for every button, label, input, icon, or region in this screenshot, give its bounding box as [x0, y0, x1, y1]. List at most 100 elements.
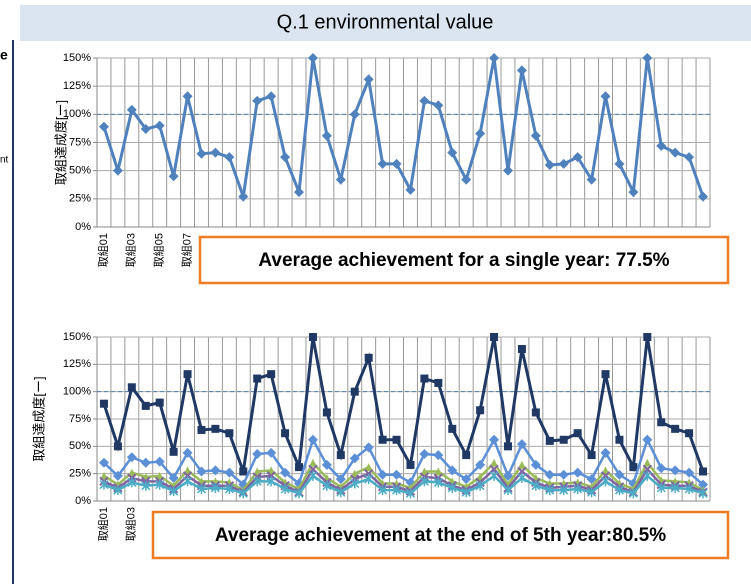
marker [113, 485, 123, 496]
y-tick-label: 100% [63, 386, 91, 398]
marker [489, 434, 500, 445]
marker [461, 474, 472, 485]
marker [406, 460, 415, 469]
marker [238, 488, 248, 499]
marker [614, 158, 625, 169]
y-tick-label: 25% [69, 193, 91, 205]
marker [490, 458, 499, 467]
marker [155, 471, 164, 480]
y-axis-label: 取組達成度[ー] [53, 100, 68, 185]
marker [699, 467, 708, 476]
annotation-box [198, 235, 730, 285]
marker [211, 424, 220, 433]
marker [113, 442, 122, 451]
marker [169, 447, 178, 456]
marker [392, 435, 401, 444]
marker [308, 470, 318, 481]
marker [225, 429, 234, 438]
marker [600, 91, 611, 102]
marker [267, 370, 276, 379]
marker [447, 482, 457, 493]
marker [614, 485, 624, 496]
marker [433, 100, 444, 111]
annotation: Average achievement at the end of 5th ye… [215, 525, 666, 546]
marker [517, 473, 527, 484]
marker [559, 485, 569, 496]
marker [308, 458, 317, 467]
marker [336, 451, 345, 460]
marker [628, 488, 638, 499]
marker [224, 467, 235, 478]
marker [349, 453, 360, 464]
marker [294, 488, 304, 499]
marker [267, 466, 276, 475]
marker [671, 424, 680, 433]
marker [183, 370, 192, 379]
marker [587, 487, 597, 498]
marker [503, 485, 513, 496]
marker [154, 120, 165, 131]
marker [419, 448, 430, 459]
marker [447, 147, 458, 158]
marker [335, 174, 346, 185]
marker [140, 457, 151, 468]
marker [601, 466, 610, 475]
edge-fragment: e [0, 47, 8, 63]
marker [169, 486, 179, 497]
title-bar [20, 5, 751, 41]
marker [600, 447, 611, 458]
marker [656, 140, 667, 151]
x-tick-label: 取組05 [153, 233, 166, 267]
marker [544, 160, 555, 171]
marker [475, 480, 485, 491]
marker [614, 469, 625, 480]
marker [196, 466, 207, 477]
marker [168, 171, 179, 182]
marker [141, 480, 151, 491]
marker [558, 469, 569, 480]
marker [252, 448, 263, 459]
marker [321, 459, 332, 470]
marker [377, 158, 388, 169]
marker [307, 53, 318, 63]
marker [322, 480, 332, 491]
marker [182, 91, 193, 102]
marker [112, 165, 123, 176]
y-tick-label: 25% [69, 468, 91, 480]
marker [684, 483, 694, 494]
marker [447, 465, 458, 476]
marker [253, 374, 262, 383]
marker [517, 460, 526, 469]
y-tick-label: 100% [63, 108, 91, 120]
marker [586, 474, 597, 485]
marker [252, 476, 262, 487]
annotation: Average achievement for a single year: 7… [258, 250, 669, 271]
marker [656, 463, 667, 474]
y-tick-label: 125% [63, 358, 91, 370]
marker [544, 469, 555, 480]
marker [657, 418, 666, 427]
marker [154, 456, 165, 467]
marker [462, 451, 471, 460]
marker [642, 470, 652, 481]
marker [266, 91, 277, 102]
marker [642, 434, 653, 445]
marker [656, 482, 666, 493]
marker [516, 439, 527, 450]
marker [684, 152, 695, 163]
marker [308, 464, 318, 475]
y-tick-label: 0% [75, 221, 91, 233]
marker [224, 152, 235, 163]
marker [434, 378, 443, 387]
marker [321, 130, 332, 141]
marker [349, 109, 360, 120]
marker [239, 467, 248, 476]
marker [127, 477, 137, 488]
y-tick-label: 150% [63, 331, 91, 343]
marker [545, 436, 554, 445]
marker [502, 165, 513, 176]
marker [461, 174, 472, 185]
marker [112, 470, 123, 481]
marker [489, 53, 500, 63]
